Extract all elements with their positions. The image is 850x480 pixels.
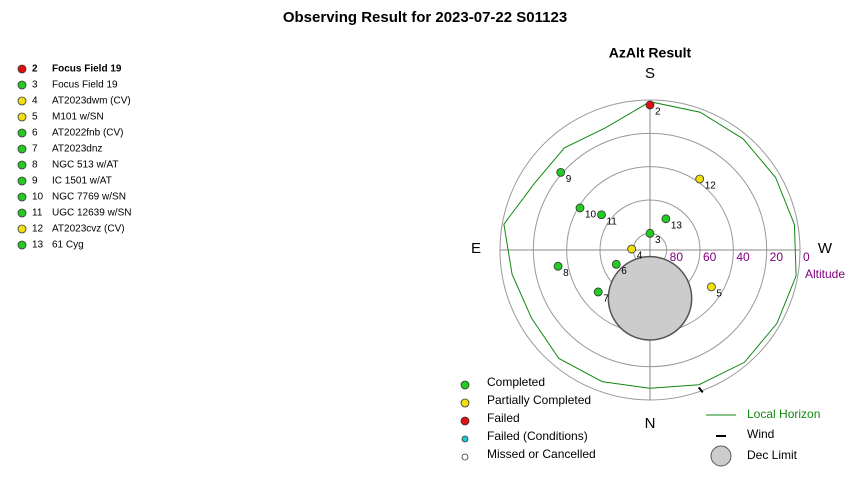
- legend-label: Partially Completed: [487, 393, 591, 407]
- list-name: UGC 12639 w/SN: [52, 208, 131, 219]
- target-list: 2 Focus Field 19 3 Focus Field 19 4 AT2023dwm…: [17, 64, 131, 251]
- list-marker: [17, 64, 27, 74]
- list-marker: [17, 112, 27, 122]
- list-name: AT2023dnz: [52, 144, 102, 155]
- target-point: [627, 244, 637, 254]
- list-marker: [17, 240, 27, 250]
- list-name: Focus Field 19: [52, 80, 118, 91]
- legend-marker: [460, 398, 470, 408]
- target-point: [575, 203, 585, 213]
- list-marker: [17, 80, 27, 90]
- dir-label: N: [645, 415, 656, 432]
- list-id: 11: [32, 208, 43, 219]
- plot-title: AzAlt Result: [609, 45, 692, 61]
- r-tick-label: 20: [770, 250, 784, 264]
- wind-mark: [697, 386, 704, 394]
- target-point-label: 6: [621, 266, 627, 277]
- target-point: [645, 100, 655, 110]
- target-point: [597, 210, 606, 220]
- list-id: 12: [32, 224, 44, 235]
- list-marker: [17, 96, 27, 106]
- legend-marker: [461, 453, 469, 461]
- target-point: [593, 287, 603, 297]
- chart-title: Observing Result for 2023-07-22 S01123: [283, 9, 567, 26]
- legend-label: Wind: [747, 427, 774, 441]
- r-tick-label: 0: [803, 250, 810, 264]
- legend-label: Missed or Cancelled: [487, 447, 596, 461]
- dir-label: W: [818, 240, 833, 257]
- target-point-label: 8: [563, 268, 569, 279]
- list-name: IC 1501 w/AT: [52, 176, 112, 187]
- target-point: [553, 261, 563, 271]
- legend-marker: [460, 416, 470, 426]
- list-marker: [17, 160, 27, 170]
- legend-label: Failed: [487, 411, 520, 425]
- list-marker: [17, 176, 27, 186]
- target-point: [611, 259, 621, 269]
- dir-label: E: [471, 240, 481, 257]
- legend-marker: [460, 380, 470, 390]
- legend-label: Completed: [487, 375, 545, 389]
- list-id: 10: [32, 192, 44, 203]
- target-point-label: 11: [606, 216, 617, 227]
- list-marker: [17, 224, 27, 234]
- list-name: AT2023cvz (CV): [52, 224, 125, 235]
- dir-label: S: [645, 65, 655, 82]
- axis-label: Altitude: [805, 267, 845, 281]
- target-point-label: 12: [705, 181, 717, 192]
- target-point-label: 13: [671, 220, 683, 231]
- list-id: 4: [32, 96, 38, 107]
- list-id: 7: [32, 144, 38, 155]
- list-id: 9: [32, 176, 38, 187]
- list-name: 61 Cyg: [52, 240, 84, 251]
- target-point: [695, 174, 705, 184]
- r-tick-label: 80: [670, 250, 684, 264]
- target-point: [556, 167, 566, 177]
- list-marker: [17, 208, 27, 218]
- list-marker: [17, 144, 27, 154]
- target-point-label: 9: [566, 174, 572, 185]
- target-point-label: 3: [655, 235, 661, 246]
- list-marker: [17, 192, 27, 202]
- list-id: 5: [32, 112, 38, 123]
- target-point: [645, 228, 655, 238]
- legend-label: Dec Limit: [747, 448, 798, 462]
- legend-label: Local Horizon: [747, 407, 820, 421]
- list-id: 6: [32, 128, 38, 139]
- list-id: 2: [32, 64, 38, 75]
- list-name: AT2022fnb (CV): [52, 128, 124, 139]
- list-name: NGC 513 w/AT: [52, 160, 119, 171]
- dec-limit: [607, 255, 693, 341]
- legend-dec: [710, 445, 732, 467]
- target-point: [661, 214, 671, 224]
- list-name: M101 w/SN: [52, 112, 104, 123]
- r-tick-label: 40: [736, 250, 750, 264]
- list-id: 8: [32, 160, 38, 171]
- target-point: [707, 282, 716, 292]
- target-point-label: 2: [655, 107, 661, 118]
- legend-marker: [461, 435, 469, 443]
- target-point-label: 7: [603, 294, 609, 305]
- r-tick-label: 60: [703, 250, 717, 264]
- list-name: AT2023dwm (CV): [52, 96, 131, 107]
- target-point-label: 10: [585, 210, 597, 221]
- target-point-label: 4: [637, 251, 643, 262]
- list-marker: [17, 128, 27, 138]
- list-name: NGC 7769 w/SN: [52, 192, 126, 203]
- target-point-label: 5: [716, 289, 722, 300]
- list-id: 13: [32, 240, 44, 251]
- list-id: 3: [32, 80, 38, 91]
- list-name: Focus Field 19: [52, 64, 122, 75]
- legend-label: Failed (Conditions): [487, 429, 588, 443]
